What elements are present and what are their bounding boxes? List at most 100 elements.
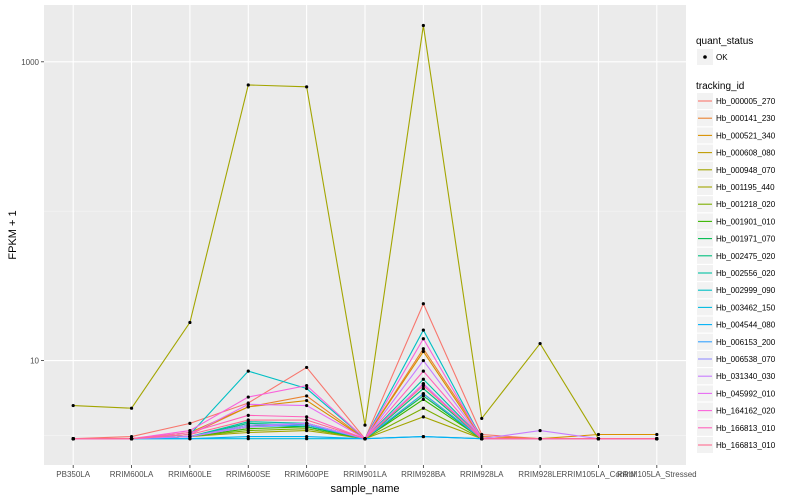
- data-point: [421, 394, 425, 398]
- shape-legend-items: OK: [697, 49, 728, 65]
- x-tick-label: RRIM600SE: [226, 470, 270, 479]
- data-point: [480, 437, 484, 441]
- data-point: [305, 365, 309, 370]
- x-tick-label: RRIM928LA: [460, 470, 504, 479]
- data-point: [421, 358, 425, 363]
- data-point: [246, 395, 250, 399]
- data-point: [421, 23, 425, 28]
- x-tick-label: RRIM105LA_Stressed: [617, 470, 697, 479]
- data-point: [363, 437, 367, 441]
- x-tick-label: RRIM600LA: [110, 470, 154, 479]
- data-point: [188, 432, 192, 437]
- data-point: [596, 432, 601, 437]
- legend-label: OK: [716, 53, 728, 62]
- data-point: [305, 398, 309, 403]
- y-tick-label: 1000: [21, 58, 39, 67]
- data-point: [421, 392, 425, 396]
- x-axis-title: sample_name: [330, 483, 399, 495]
- data-point: [421, 415, 425, 419]
- data-point: [188, 421, 192, 425]
- data-point: [596, 437, 601, 441]
- data-point: [246, 434, 250, 439]
- data-point: [246, 369, 250, 373]
- legend-label: Hb_000608_080: [716, 149, 776, 158]
- legend-label: Hb_001218_020: [716, 200, 776, 209]
- data-point: [246, 418, 250, 422]
- x-tick-label: RRIM105LA_Control: [562, 470, 636, 479]
- legend-label: Hb_001901_010: [716, 217, 776, 226]
- data-point: [305, 434, 309, 439]
- x-tick-label: RRIM600LE: [168, 470, 212, 479]
- data-point: [421, 349, 425, 354]
- data-point: [421, 434, 425, 439]
- data-point: [305, 418, 309, 422]
- data-point: [246, 405, 250, 409]
- data-point: [421, 384, 425, 388]
- data-point: [305, 415, 309, 419]
- series-points: [71, 23, 659, 441]
- data-point: [421, 369, 425, 373]
- data-point: [538, 341, 542, 346]
- shape-legend-title: quant_status: [696, 36, 753, 47]
- legend-label: Hb_003462_150: [716, 303, 776, 312]
- data-point: [363, 423, 367, 427]
- data-point: [421, 347, 425, 351]
- data-point: [421, 328, 425, 332]
- legend-label: Hb_164162_020: [716, 407, 776, 416]
- data-point: [421, 377, 425, 381]
- data-point: [655, 432, 659, 437]
- data-point: [305, 403, 309, 408]
- data-point: [480, 416, 484, 421]
- legend-label: Hb_004544_080: [716, 321, 776, 330]
- legend-label: Hb_166813_010: [716, 441, 776, 450]
- data-point: [538, 437, 542, 441]
- legend-label: Hb_045992_010: [716, 389, 776, 398]
- data-point: [71, 403, 75, 408]
- legend-label: Hb_166813_010: [716, 424, 776, 433]
- legend-label: Hb_031340_030: [716, 372, 776, 381]
- data-point: [129, 406, 134, 410]
- legend-label: Hb_002999_090: [716, 286, 776, 295]
- data-point: [246, 402, 250, 406]
- legend-label: Hb_000005_270: [716, 97, 776, 106]
- x-tick-label: RRIM928BA: [401, 470, 446, 479]
- legend-label: Hb_000521_340: [716, 131, 776, 140]
- data-point: [421, 406, 425, 410]
- legend-label: Hb_001971_070: [716, 235, 776, 244]
- data-point: [421, 386, 425, 391]
- color-legend-title: tracking_id: [696, 81, 744, 92]
- legend-point-icon: [703, 55, 707, 59]
- legend: quant_status OK tracking_id Hb_000005_27…: [696, 36, 776, 453]
- y-axis: 1000 10: [21, 58, 44, 366]
- data-point: [305, 386, 309, 391]
- color-legend-items: Hb_000005_270 Hb_000141_230 Hb_000521_340 H…: [697, 93, 776, 453]
- data-point: [188, 320, 192, 325]
- data-point: [129, 437, 134, 441]
- y-axis-title: FPKM + 1: [7, 210, 19, 259]
- data-point: [71, 437, 75, 441]
- legend-label: Hb_002556_020: [716, 269, 776, 278]
- data-point: [305, 85, 309, 89]
- data-point: [246, 83, 250, 87]
- data-point: [538, 428, 542, 433]
- legend-label: Hb_001195_440: [716, 183, 775, 192]
- data-point: [305, 384, 309, 388]
- data-point: [305, 394, 309, 398]
- legend-label: Hb_006538_070: [716, 355, 776, 364]
- data-point: [421, 337, 425, 341]
- x-tick-label: PB350LA: [56, 470, 90, 479]
- data-point: [655, 437, 659, 441]
- legend-label: Hb_002475_020: [716, 252, 776, 261]
- legend-label: Hb_000948_070: [716, 166, 776, 175]
- x-axis: PB350LA RRIM600LA RRIM600LE RRIM600SE RRIM60…: [56, 465, 697, 479]
- data-point: [246, 425, 250, 429]
- x-tick-label: RRIM901LA: [343, 470, 387, 479]
- data-point: [421, 302, 425, 306]
- y-tick-label: 10: [30, 357, 39, 366]
- legend-label: Hb_000141_230: [716, 114, 776, 123]
- data-point: [305, 421, 309, 425]
- x-tick-label: RRIM928LE: [518, 470, 562, 479]
- data-point: [246, 413, 250, 417]
- x-tick-label: RRIM600PE: [284, 470, 328, 479]
